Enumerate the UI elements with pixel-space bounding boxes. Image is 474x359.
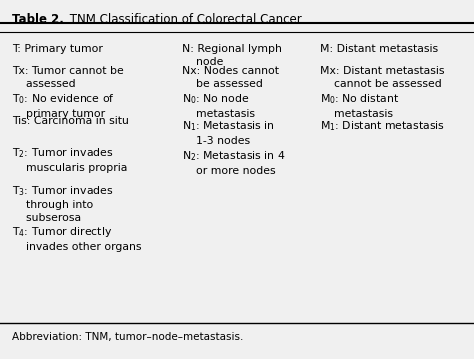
Text: N: Regional lymph
    node: N: Regional lymph node bbox=[182, 44, 283, 67]
Text: T$_3$: Tumor invades
    through into
    subserosa: T$_3$: Tumor invades through into subser… bbox=[12, 184, 113, 223]
Text: T$_2$: Tumor invades
    muscularis propria: T$_2$: Tumor invades muscularis propria bbox=[12, 146, 127, 173]
Text: Tis: Carcinoma in situ: Tis: Carcinoma in situ bbox=[12, 116, 129, 126]
Text: Tx: Tumor cannot be
    assessed: Tx: Tumor cannot be assessed bbox=[12, 66, 124, 89]
Text: M: Distant metastasis: M: Distant metastasis bbox=[320, 44, 438, 54]
Text: N$_0$: No node
    metastasis: N$_0$: No node metastasis bbox=[182, 93, 255, 119]
Text: N$_2$: Metastasis in 4
    or more nodes: N$_2$: Metastasis in 4 or more nodes bbox=[182, 149, 286, 176]
Text: T: Primary tumor: T: Primary tumor bbox=[12, 44, 103, 54]
Text: M$_1$: Distant metastasis: M$_1$: Distant metastasis bbox=[320, 119, 445, 133]
Text: T$_4$: Tumor directly
    invades other organs: T$_4$: Tumor directly invades other orga… bbox=[12, 225, 141, 252]
Text: T$_0$: No evidence of
    primary tumor: T$_0$: No evidence of primary tumor bbox=[12, 93, 115, 119]
Text: N$_1$: Metastasis in
    1-3 nodes: N$_1$: Metastasis in 1-3 nodes bbox=[182, 119, 275, 146]
Text: M$_0$: No distant
    metastasis: M$_0$: No distant metastasis bbox=[320, 93, 400, 119]
Text: Abbreviation: TNM, tumor–node–metastasis.: Abbreviation: TNM, tumor–node–metastasis… bbox=[12, 332, 243, 342]
Text: Nx: Nodes cannot
    be assessed: Nx: Nodes cannot be assessed bbox=[182, 66, 280, 89]
Text: TNM Classification of Colorectal Cancer.: TNM Classification of Colorectal Cancer. bbox=[66, 13, 305, 26]
Text: Mx: Distant metastasis
    cannot be assessed: Mx: Distant metastasis cannot be assesse… bbox=[320, 66, 445, 89]
Text: Table 2.: Table 2. bbox=[12, 13, 64, 26]
